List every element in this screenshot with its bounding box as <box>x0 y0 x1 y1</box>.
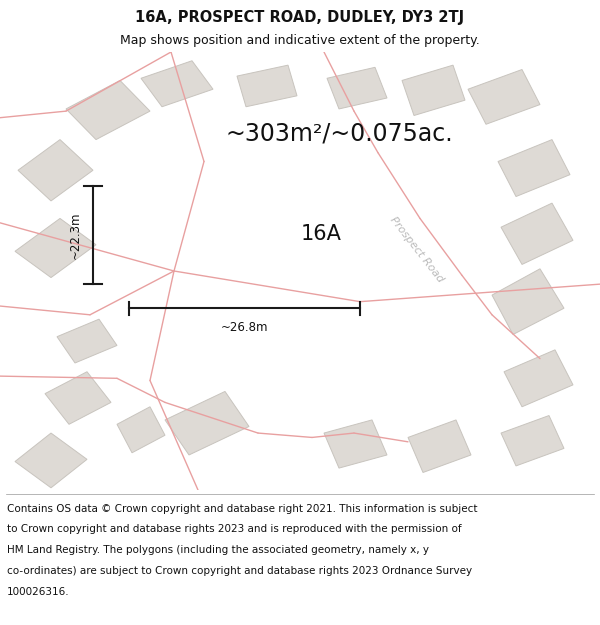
Polygon shape <box>498 139 570 196</box>
Polygon shape <box>324 420 387 468</box>
Text: Prospect Road: Prospect Road <box>388 214 446 284</box>
Text: to Crown copyright and database rights 2023 and is reproduced with the permissio: to Crown copyright and database rights 2… <box>7 524 462 534</box>
Polygon shape <box>501 416 564 466</box>
Text: 16A, PROSPECT ROAD, DUDLEY, DY3 2TJ: 16A, PROSPECT ROAD, DUDLEY, DY3 2TJ <box>136 11 464 26</box>
Polygon shape <box>117 407 165 452</box>
Polygon shape <box>15 433 87 488</box>
Text: 16A: 16A <box>301 224 341 244</box>
Polygon shape <box>402 65 465 116</box>
Polygon shape <box>165 391 249 455</box>
Text: ~26.8m: ~26.8m <box>221 321 268 334</box>
Polygon shape <box>66 81 150 139</box>
Text: Map shows position and indicative extent of the property.: Map shows position and indicative extent… <box>120 34 480 47</box>
Polygon shape <box>237 65 297 107</box>
Text: ~22.3m: ~22.3m <box>69 211 82 259</box>
Polygon shape <box>45 372 111 424</box>
Polygon shape <box>492 269 564 334</box>
Polygon shape <box>468 69 540 124</box>
Polygon shape <box>141 61 213 107</box>
Text: HM Land Registry. The polygons (including the associated geometry, namely x, y: HM Land Registry. The polygons (includin… <box>7 546 429 556</box>
Polygon shape <box>501 203 573 264</box>
Text: ~303m²/~0.075ac.: ~303m²/~0.075ac. <box>225 121 452 145</box>
Polygon shape <box>57 319 117 363</box>
Polygon shape <box>18 139 93 201</box>
Polygon shape <box>504 350 573 407</box>
Polygon shape <box>327 68 387 109</box>
Text: Contains OS data © Crown copyright and database right 2021. This information is : Contains OS data © Crown copyright and d… <box>7 504 478 514</box>
Text: co-ordinates) are subject to Crown copyright and database rights 2023 Ordnance S: co-ordinates) are subject to Crown copyr… <box>7 566 472 576</box>
Polygon shape <box>15 219 96 278</box>
Text: 100026316.: 100026316. <box>7 588 70 598</box>
Polygon shape <box>408 420 471 472</box>
